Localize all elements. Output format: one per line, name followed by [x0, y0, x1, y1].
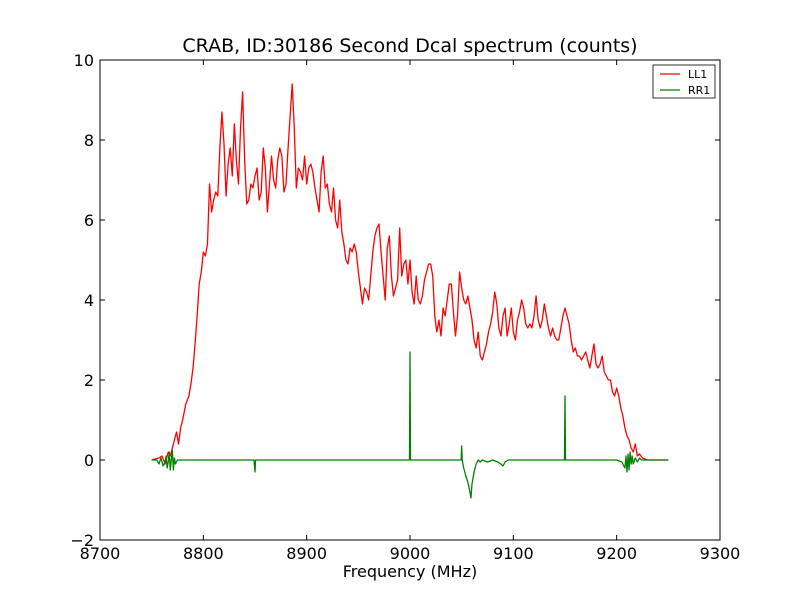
series-layer: [151, 83, 669, 499]
x-tick-label: 9300: [700, 544, 741, 563]
series-line-ll1: [151, 83, 669, 465]
plot-area: 8700 8800 8900 9000 9100 9200 9300 −2 0 2 4 6 8 10: [70, 51, 740, 563]
y-tick-label: 10: [74, 51, 94, 70]
x-axis-label: Frequency (MHz): [343, 562, 477, 581]
legend-label-ll1: LL1: [688, 68, 707, 81]
x-tick-label: 8700: [80, 544, 121, 563]
x-tick-label: 8800: [183, 544, 224, 563]
tick-layer: 8700 8800 8900 9000 9100 9200 9300 −2 0 2 4 6 8 10: [70, 51, 740, 563]
x-tick-label: 9000: [390, 544, 431, 563]
x-tick-label: 9100: [493, 544, 534, 563]
y-tick-label: 0: [84, 451, 94, 470]
y-tick-label: 8: [84, 131, 94, 150]
x-tick-label: 8900: [286, 544, 327, 563]
x-tick-label: 9200: [596, 544, 637, 563]
legend-box: [652, 64, 716, 99]
y-tick-label: 2: [84, 371, 94, 390]
y-tick-label: −2: [70, 531, 94, 550]
legend: LL1 RR1: [652, 64, 716, 99]
series-line-rr1: [151, 351, 669, 499]
chart-title: CRAB, ID:30186 Second Dcal spectrum (cou…: [182, 35, 637, 57]
legend-label-rr1: RR1: [688, 84, 710, 97]
y-tick-label: 4: [84, 291, 94, 310]
y-tick-label: 6: [84, 211, 94, 230]
